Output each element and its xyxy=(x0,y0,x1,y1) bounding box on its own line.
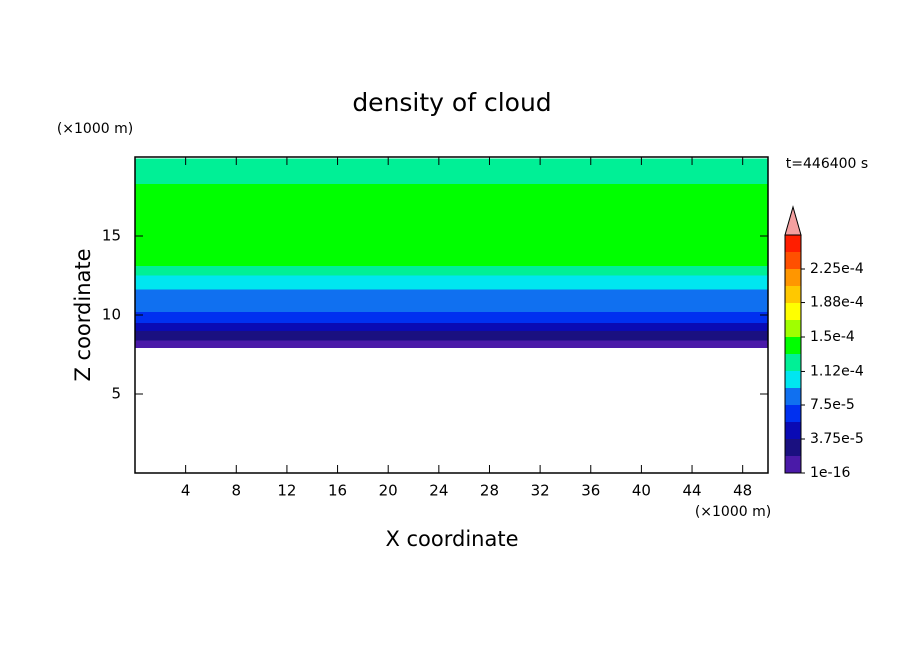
colorbar-tick-label: 1.12e-4 xyxy=(810,363,864,379)
colorbar-band xyxy=(785,286,801,303)
colorbar-band xyxy=(785,439,801,456)
x-tick-label: 16 xyxy=(328,482,347,500)
contour-band xyxy=(135,311,768,323)
x-tick-label: 40 xyxy=(632,482,651,500)
y-units: (×1000 m) xyxy=(57,121,133,137)
contour-band xyxy=(135,266,768,276)
x-tick-label: 20 xyxy=(379,482,398,500)
contour-band xyxy=(135,158,768,184)
x-tick-label: 48 xyxy=(733,482,752,500)
contour-band xyxy=(135,300,768,312)
x-units: (×1000 m) xyxy=(695,504,771,520)
colorbar-tick-label: 2.25e-4 xyxy=(810,261,864,277)
colorbar-band xyxy=(785,405,801,422)
colorbar-band xyxy=(785,388,801,405)
contour-band xyxy=(135,183,768,267)
colorbar-tick-label: 1.5e-4 xyxy=(810,329,855,345)
chart-title: density of cloud xyxy=(352,88,551,117)
colorbar-band xyxy=(785,252,801,269)
x-tick-label: 8 xyxy=(232,482,242,500)
x-tick-label: 44 xyxy=(682,482,701,500)
colorbar-tick-label: 1.88e-4 xyxy=(810,295,864,311)
colorbar-tick-label: 3.75e-5 xyxy=(810,431,864,447)
colorbar-band xyxy=(785,456,801,473)
colorbar-band xyxy=(785,371,801,388)
colorbar-band xyxy=(785,303,801,320)
colorbar-tick-label: 1e-16 xyxy=(810,465,850,481)
colorbar-band xyxy=(785,354,801,371)
y-axis-label: Z coordinate xyxy=(71,248,95,381)
colorbar-extension xyxy=(784,205,802,236)
colorbar-tick-label: 7.5e-5 xyxy=(810,397,855,413)
x-tick-label: 32 xyxy=(531,482,550,500)
y-tick-label: 5 xyxy=(111,385,121,403)
x-tick-label: 4 xyxy=(181,482,191,500)
contour-band xyxy=(135,289,768,301)
contour-band xyxy=(135,340,768,349)
contour-band xyxy=(135,275,768,290)
x-axis-label: X coordinate xyxy=(385,527,518,551)
y-tick-label: 15 xyxy=(102,227,121,245)
contour-band xyxy=(135,322,768,331)
time-annotation: t=446400 s xyxy=(786,156,868,172)
y-tick-label: 10 xyxy=(102,306,121,324)
x-tick-label: 28 xyxy=(480,482,499,500)
colorbar-band xyxy=(785,269,801,286)
colorbar-band xyxy=(785,320,801,337)
x-tick-label: 24 xyxy=(429,482,448,500)
colorbar-band xyxy=(785,235,801,252)
colorbar-frame xyxy=(784,234,802,474)
contour-band xyxy=(135,330,768,341)
x-tick-label: 36 xyxy=(581,482,600,500)
colorbar-band xyxy=(785,422,801,439)
colorbar-band xyxy=(785,337,801,354)
x-tick-label: 12 xyxy=(277,482,296,500)
